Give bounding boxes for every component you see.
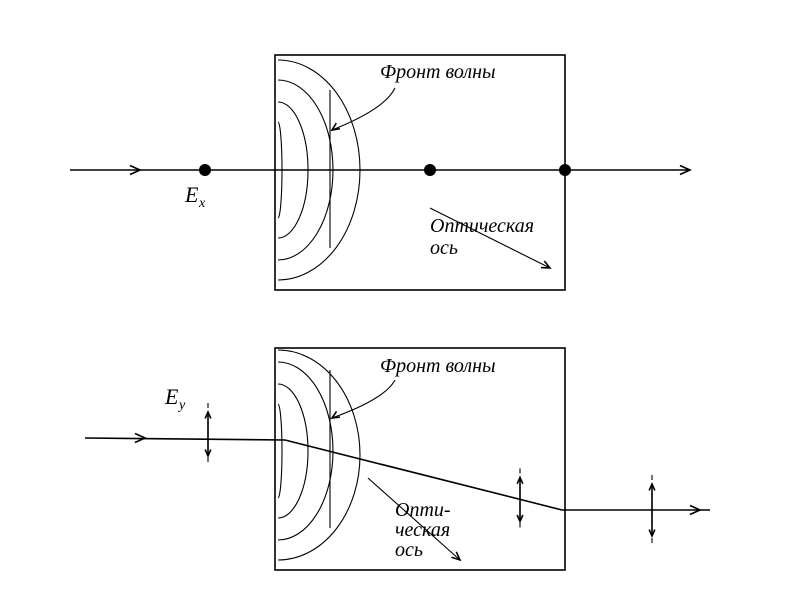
bottom-arc-3	[278, 350, 360, 560]
top-E-label: E	[184, 182, 199, 207]
bottom-optic-axis-label-2: ческая	[395, 519, 450, 541]
bottom-arc-0	[278, 404, 282, 498]
bottom-front-arrow-line	[332, 380, 395, 418]
top-E-sub: x	[198, 196, 206, 211]
top-front-arrow-line	[332, 88, 395, 130]
top-front-arrowhead	[332, 123, 340, 130]
bottom-wavefront-arcs	[278, 350, 360, 560]
top-crystal-box	[275, 55, 565, 290]
bottom-front-arrowhead	[332, 411, 340, 418]
bottom-arc-2	[278, 362, 333, 540]
top-polarization-dot-2	[559, 164, 571, 176]
top-front-label: Фронт волны	[380, 61, 496, 83]
bottom-optic-axis-label-3: ось	[395, 539, 423, 561]
top-polarization-dot-0	[199, 164, 211, 176]
bottom-ray-in	[85, 438, 285, 440]
top-optic-axis-label-2: ось	[430, 237, 458, 259]
bottom-E-label: E	[164, 384, 179, 409]
top-polarization-dot-1	[424, 164, 436, 176]
bottom-E-sub: y	[177, 398, 186, 413]
top-optic-axis-label-1: Оптическая	[430, 215, 534, 237]
bottom-optic-axis-label-1: Опти-	[395, 499, 451, 521]
bottom-front-label: Фронт волны	[380, 355, 496, 377]
